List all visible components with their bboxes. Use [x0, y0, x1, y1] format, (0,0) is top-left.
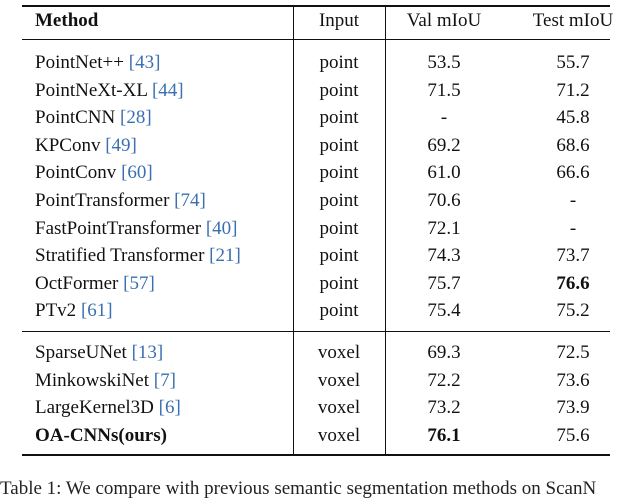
input-cell: voxel — [317, 397, 361, 419]
input-cell: point — [319, 79, 359, 101]
method-name: MinkowskiNet — [35, 369, 149, 391]
group-rule — [22, 331, 610, 332]
method-cell: LargeKernel3D [6] — [35, 397, 181, 419]
val-cell: 61.0 — [427, 162, 461, 184]
citation[interactable]: [6] — [158, 397, 181, 419]
method-cell: PointNet++ [43] — [35, 52, 160, 74]
citation[interactable]: [49] — [105, 134, 137, 156]
input-cell: voxel — [317, 424, 361, 446]
method-cell: KPConv [49] — [35, 135, 137, 157]
method-cell: PTv2 [61] — [35, 300, 113, 322]
citation[interactable]: [44] — [151, 79, 184, 101]
input-cell: point — [319, 190, 359, 211]
test-cell: 75.6 — [556, 424, 590, 446]
input-cell: point — [319, 134, 359, 156]
input-cell: point — [319, 162, 359, 184]
val-cell: 69.3 — [427, 342, 461, 363]
test-cell: 72.5 — [556, 342, 590, 363]
bottom-rule — [22, 454, 610, 456]
method-name: SparseUNet — [35, 342, 127, 363]
val-cell: 72.2 — [427, 369, 461, 391]
method-name: KPConv — [35, 134, 101, 156]
input-cell: point — [319, 245, 359, 267]
header-rule — [22, 39, 610, 40]
val-cell: 75.4 — [427, 300, 461, 322]
input-cell: point — [319, 300, 359, 322]
method-cell: PointCNN [28] — [35, 107, 152, 129]
test-cell: 75.2 — [556, 300, 590, 322]
citation[interactable]: [7] — [153, 369, 176, 391]
test-cell: 55.7 — [556, 52, 590, 73]
input-cell: point — [319, 217, 359, 239]
citation[interactable]: [43] — [128, 52, 161, 73]
val-cell: 69.2 — [427, 134, 461, 156]
method-cell: OctFormer [57] — [35, 273, 155, 295]
method-name: OA-CNNs(ours) — [35, 424, 167, 446]
method-name: OctFormer — [35, 272, 119, 294]
citation[interactable]: [21] — [209, 245, 241, 267]
header-cell: Input — [318, 10, 360, 31]
test-cell: 66.6 — [556, 162, 590, 184]
val-cell: 70.6 — [427, 190, 461, 211]
method-name: PointConv — [35, 162, 117, 184]
method-cell: PointConv [60] — [35, 162, 153, 184]
input-cell: point — [319, 272, 359, 294]
header-cell: Val mIoU — [406, 10, 482, 31]
method-name: PointTransformer — [35, 190, 170, 211]
val-cell: 75.7 — [427, 272, 461, 294]
test-cell: 68.6 — [556, 134, 590, 156]
method-name: FastPointTransformer — [35, 217, 202, 239]
method-cell: MinkowskiNet [7] — [35, 370, 176, 392]
val-cell: 76.1 — [427, 424, 461, 446]
test-cell: 76.6 — [556, 272, 590, 294]
header-cell: Test mIoU — [532, 10, 614, 31]
val-cell: 72.1 — [427, 217, 461, 239]
citation[interactable]: [57] — [123, 272, 155, 294]
method-cell: Stratified Transformer [21] — [35, 245, 241, 267]
test-cell: 73.9 — [556, 397, 590, 419]
method-name: Stratified Transformer — [35, 245, 205, 267]
method-cell: FastPointTransformer [40] — [35, 218, 238, 240]
caption: Table 1: We compare with previous semant… — [0, 478, 597, 499]
column-divider — [385, 6, 386, 455]
val-cell: - — [440, 107, 448, 129]
method-cell: PointNeXt-XL [44] — [35, 80, 184, 102]
input-cell: point — [319, 107, 359, 129]
method-cell: PointTransformer [74] — [35, 190, 206, 212]
input-cell: voxel — [317, 369, 361, 391]
test-cell: 71.2 — [556, 79, 590, 101]
top-rule — [22, 5, 610, 7]
method-cell: SparseUNet [13] — [35, 342, 163, 364]
citation[interactable]: [13] — [131, 342, 164, 363]
test-cell: 45.8 — [556, 107, 590, 129]
input-cell: point — [319, 52, 359, 73]
citation[interactable]: [61] — [80, 300, 113, 322]
val-cell: 74.3 — [427, 245, 461, 267]
citation[interactable]: [28] — [120, 107, 152, 129]
method-name: PointNeXt-XL — [35, 79, 148, 101]
test-cell: - — [569, 217, 577, 239]
column-divider — [293, 6, 294, 455]
method-cell: OA-CNNs(ours) — [35, 425, 167, 447]
method-name: PointCNN — [35, 107, 116, 129]
val-cell: 73.2 — [427, 397, 461, 419]
val-cell: 53.5 — [427, 52, 461, 73]
val-cell: 71.5 — [427, 79, 461, 101]
citation[interactable]: [74] — [174, 190, 206, 211]
citation[interactable]: [60] — [121, 162, 153, 184]
citation[interactable]: [40] — [205, 217, 238, 239]
input-cell: voxel — [317, 342, 361, 363]
test-cell: - — [569, 190, 577, 211]
method-name: LargeKernel3D — [35, 397, 154, 419]
test-cell: 73.6 — [556, 369, 590, 391]
test-cell: 73.7 — [556, 245, 590, 267]
method-name: PTv2 — [35, 300, 77, 322]
method-name: PointNet++ — [35, 52, 124, 73]
header-cell: Method — [35, 10, 99, 31]
